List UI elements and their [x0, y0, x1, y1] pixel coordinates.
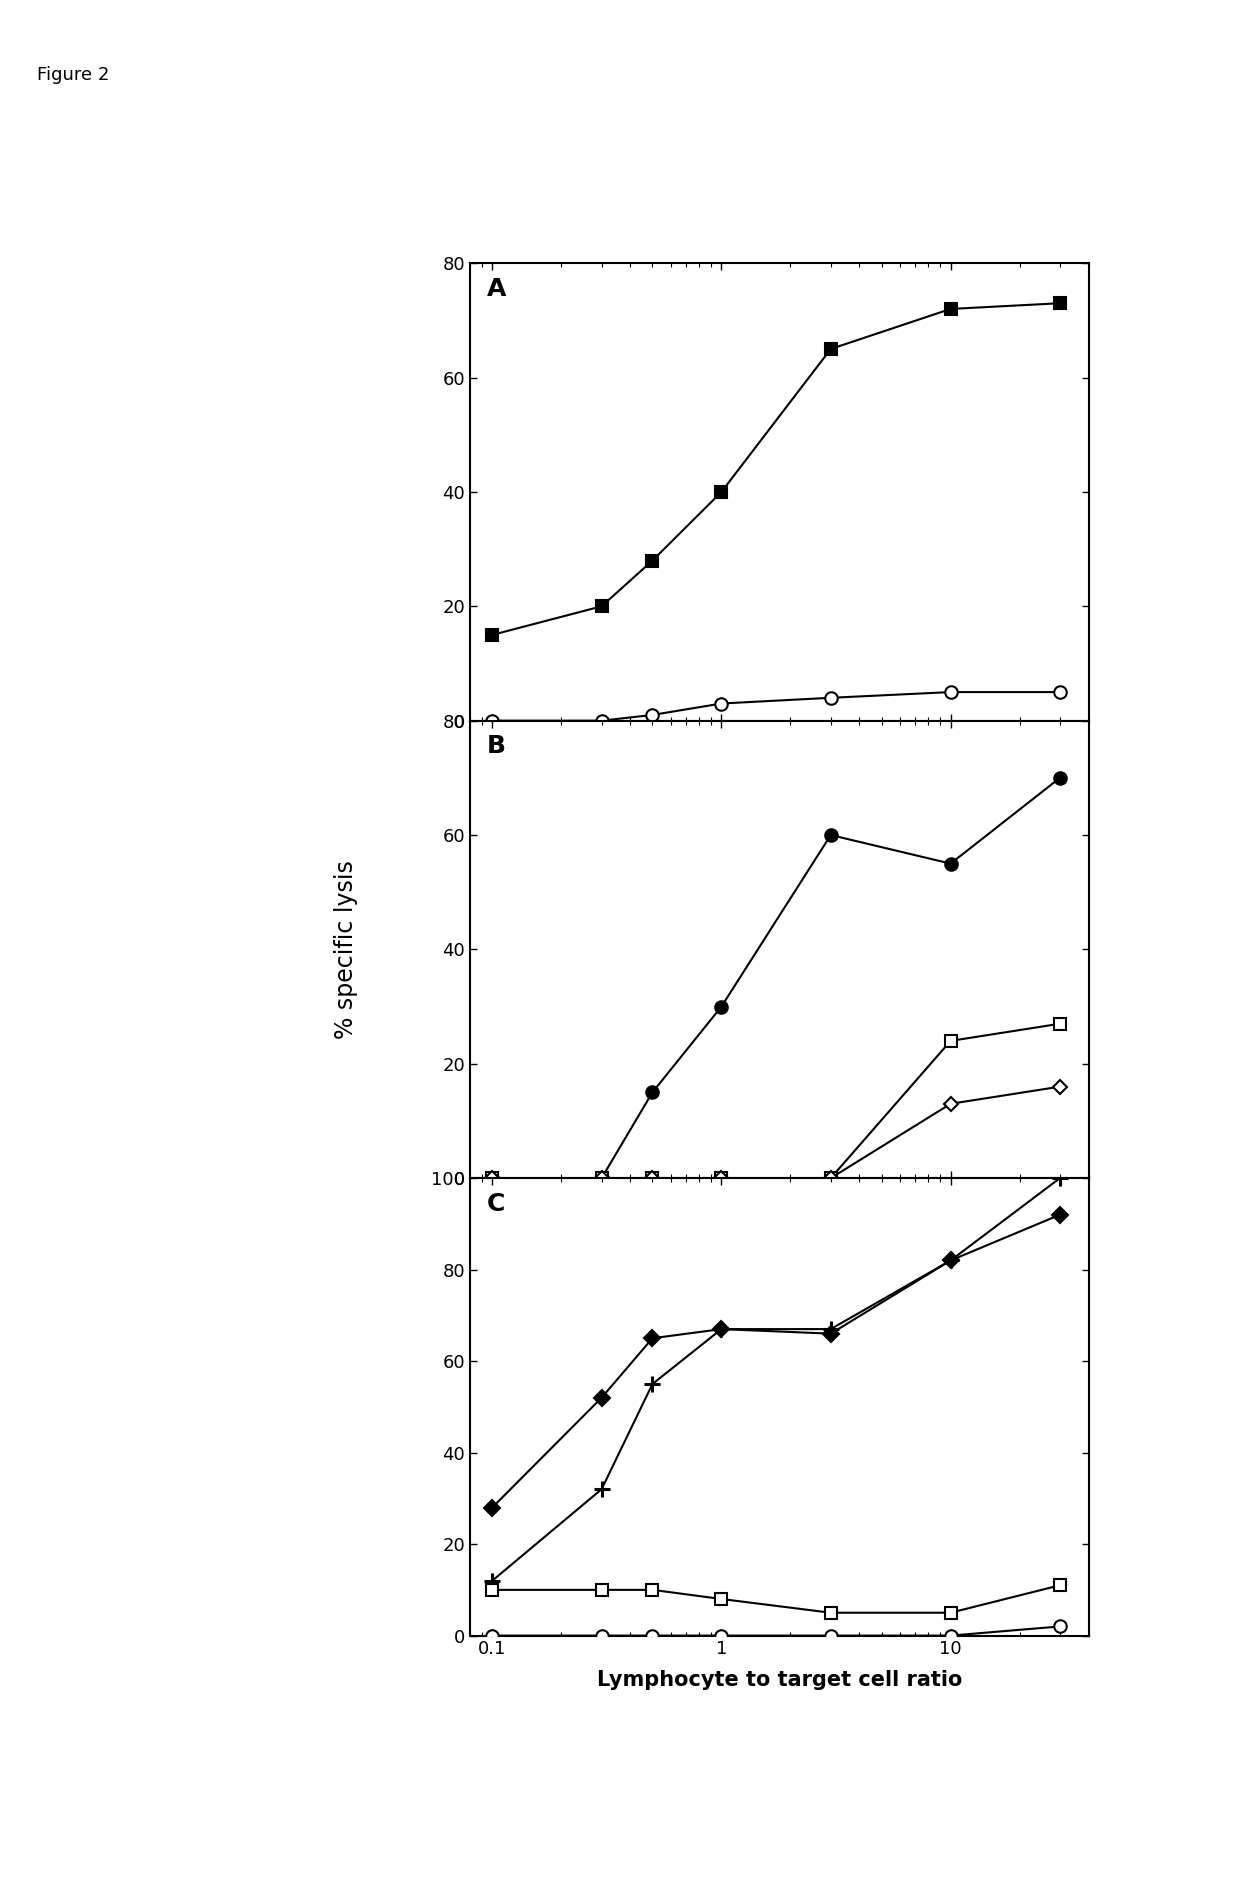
Text: A: A [487, 276, 506, 301]
X-axis label: Lymphocyte to target cell ratio: Lymphocyte to target cell ratio [596, 1669, 962, 1690]
Text: Figure 2: Figure 2 [37, 66, 110, 85]
Text: B: B [487, 735, 506, 758]
Text: C: C [487, 1192, 506, 1216]
Text: % specific lysis: % specific lysis [334, 859, 359, 1040]
